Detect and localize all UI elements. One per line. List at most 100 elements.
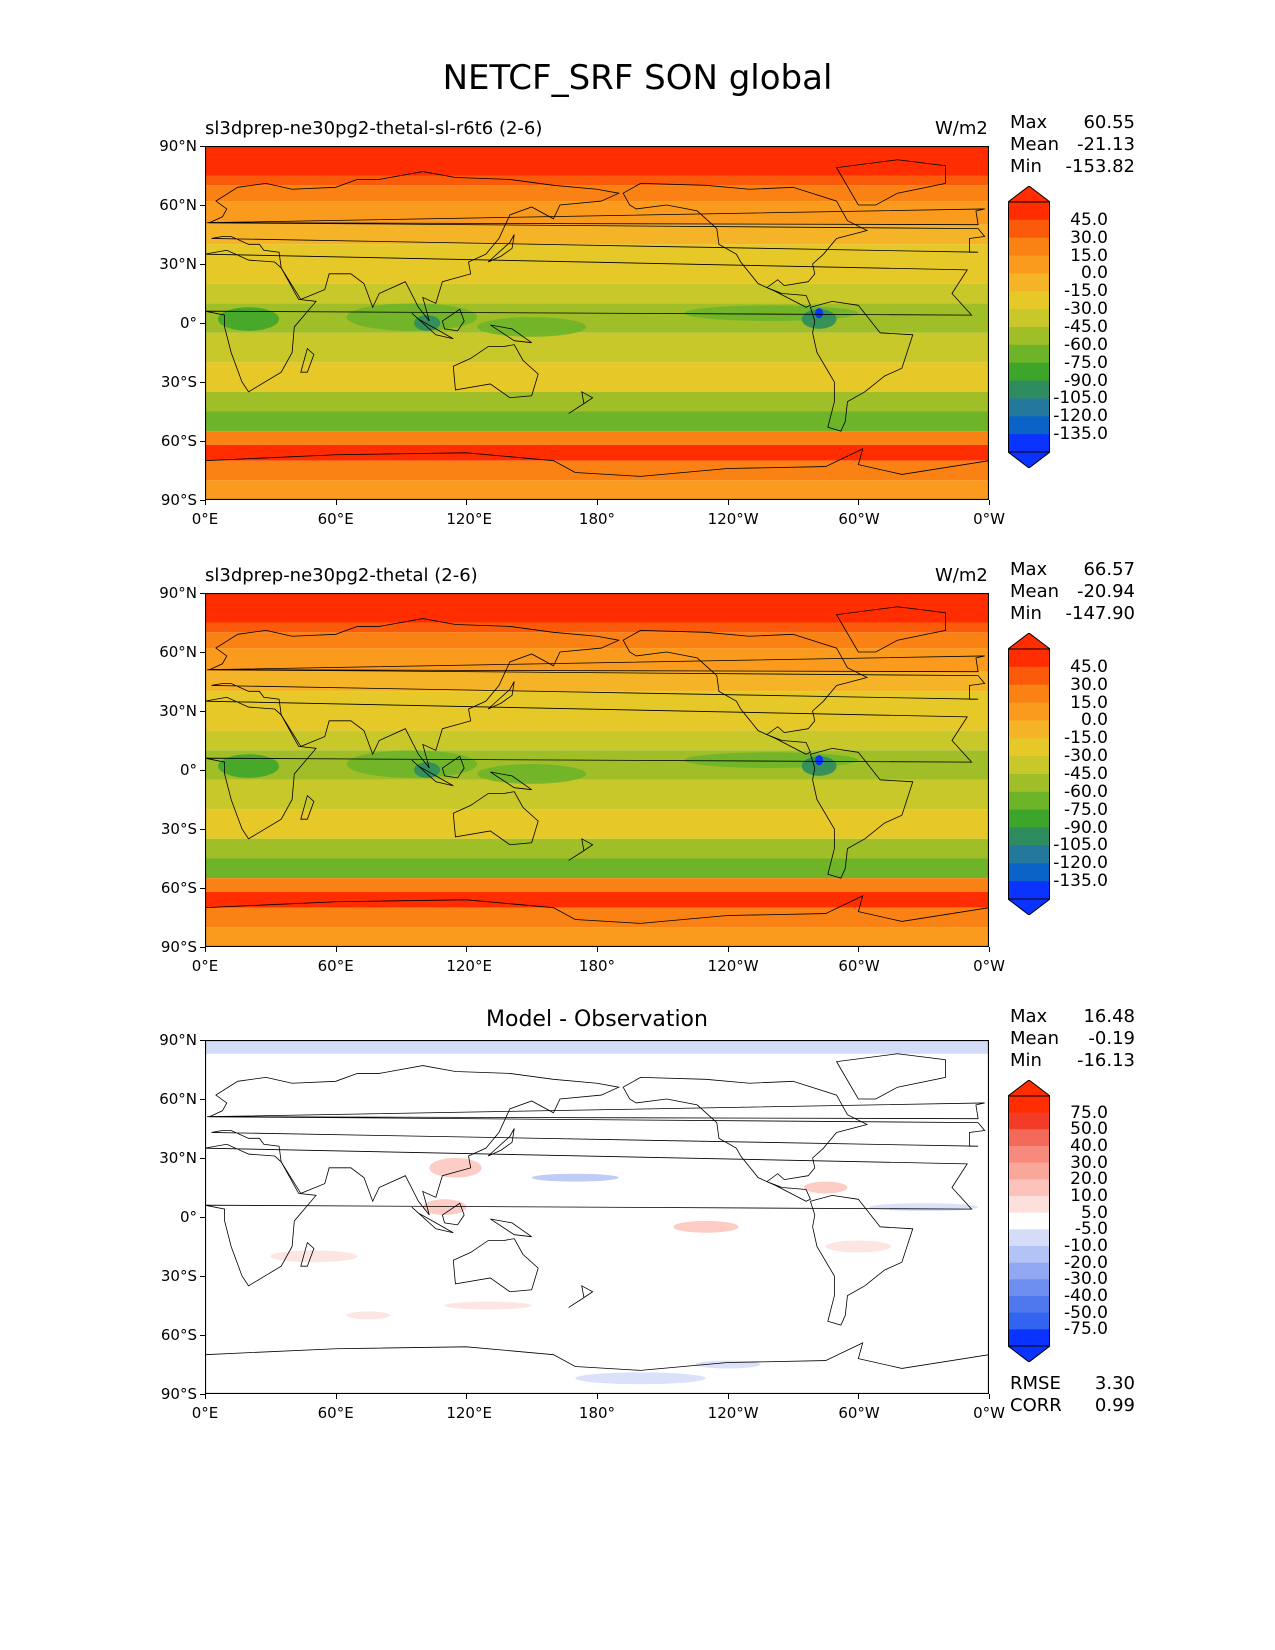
colorbar-segment xyxy=(1008,1112,1050,1130)
stats-box: Max 60.55 Mean -21.13 Min -153.82 xyxy=(1010,112,1135,178)
diff-spot-0 xyxy=(429,1158,482,1178)
x-tick-label: 120°E xyxy=(446,1404,492,1422)
colorbar-level-label: -135.0 xyxy=(1053,871,1108,892)
field-band-11 xyxy=(205,858,989,879)
field-band-10 xyxy=(205,391,989,412)
field-band-5 xyxy=(205,691,989,731)
x-tick-mark xyxy=(989,500,990,505)
x-tick-mark xyxy=(466,1394,468,1399)
colorbar-level-label: -90.0 xyxy=(1064,817,1108,838)
coastline-2 xyxy=(452,1238,539,1293)
colorbar-segment xyxy=(1008,362,1050,382)
coastline-5 xyxy=(835,1053,946,1100)
colorbar-level-label: 30.0 xyxy=(1070,227,1108,248)
colorbar-segment xyxy=(1008,327,1050,346)
field-blob-0 xyxy=(218,754,280,778)
diff-spot-8 xyxy=(531,1173,619,1182)
coastline-10 xyxy=(411,1206,454,1234)
colorbar-level-label: -45.0 xyxy=(1064,317,1108,337)
x-tick-mark xyxy=(727,947,729,952)
coastline-4 xyxy=(809,747,914,879)
colorbar-level-label: -120.0 xyxy=(1053,406,1108,427)
colorbar-segment xyxy=(1008,273,1050,292)
field-band-1 xyxy=(205,622,989,633)
coastline-6 xyxy=(205,1342,989,1394)
y-tick-label: 90°S xyxy=(160,938,197,956)
y-tick-label: 60°S xyxy=(160,879,197,897)
y-tick-mark xyxy=(200,205,205,206)
map-plot xyxy=(205,1040,989,1394)
colorbar-level-label: 40.0 xyxy=(1070,1136,1108,1156)
y-tick-mark xyxy=(200,1158,205,1159)
colorbar-level-label: 15.0 xyxy=(1070,692,1108,713)
field-band-9 xyxy=(205,362,989,392)
colorbar-segment xyxy=(1008,1296,1050,1314)
field-band-1 xyxy=(205,175,989,186)
field-blob-1 xyxy=(346,303,478,331)
field-band-0 xyxy=(205,146,989,176)
colorbar-level-label: -30.0 xyxy=(1064,299,1108,320)
x-tick-label: 60°W xyxy=(838,957,880,975)
x-tick-mark xyxy=(466,947,468,952)
y-tick-label: 90°N xyxy=(159,137,197,155)
panel-title: sl3dprep-ne30pg2-thetal-sl-r6t6 (2-6) xyxy=(205,118,543,139)
x-tick-label: 120°W xyxy=(707,510,759,528)
field-band-9 xyxy=(205,809,989,839)
colorbar-segment xyxy=(1008,1212,1050,1230)
stat-mean: -0.19 xyxy=(1088,1028,1135,1049)
field-blob-2 xyxy=(477,764,587,784)
stat-label-max: Max xyxy=(1010,1006,1048,1027)
field-min-spot xyxy=(815,308,824,319)
units-label: W/m2 xyxy=(935,565,988,586)
stat-label-mean: Mean xyxy=(1010,1028,1060,1049)
colorbar-segment xyxy=(1008,434,1050,453)
coastline-7 xyxy=(300,347,315,373)
colorbar-level-label: -60.0 xyxy=(1064,781,1108,802)
y-tick-label: 30°N xyxy=(159,255,197,273)
map-frame xyxy=(205,593,989,947)
x-tick-label: 120°W xyxy=(707,1404,759,1422)
coastline-3 xyxy=(622,1076,869,1202)
colorbar-frame xyxy=(1008,648,1050,900)
coastline-9 xyxy=(441,308,465,332)
units-label: W/m2 xyxy=(935,118,988,139)
x-tick-mark xyxy=(727,1394,729,1399)
field-blob-5 xyxy=(414,762,441,778)
colorbar-level-label: -40.0 xyxy=(1064,1286,1108,1306)
coastline-9 xyxy=(441,755,465,779)
colorbar-level-label: -75.0 xyxy=(1064,1319,1108,1340)
field-band-12 xyxy=(205,878,989,892)
field-band-13 xyxy=(205,891,989,908)
y-tick-label: 0° xyxy=(179,314,197,332)
stat-min: -16.13 xyxy=(1076,1050,1135,1071)
panel-title: Model - Observation xyxy=(486,1007,708,1032)
coastline-0 xyxy=(205,1143,973,1287)
colorbar-level-label: 15.0 xyxy=(1070,245,1108,266)
corr-label: CORR xyxy=(1010,1395,1062,1416)
x-tick-mark xyxy=(335,500,337,505)
x-tick-label: 0°W xyxy=(973,1404,1005,1422)
colorbar-extend-bottom xyxy=(1008,1345,1050,1362)
stat-label-max: Max xyxy=(1010,559,1048,580)
rmse-value: 3.30 xyxy=(1094,1373,1135,1394)
colorbar-level-label: 5.0 xyxy=(1080,1202,1108,1223)
rmse-label: RMSE xyxy=(1010,1373,1061,1394)
colorbar-segment xyxy=(1008,1129,1050,1147)
colorbar-segment xyxy=(1008,1246,1050,1264)
field-band-7 xyxy=(205,303,989,333)
y-tick-label: 30°S xyxy=(160,1267,197,1285)
coastline-12 xyxy=(568,391,594,414)
corr-value: 0.99 xyxy=(1094,1395,1135,1416)
stat-min: -153.82 xyxy=(1065,156,1135,177)
coastline-12 xyxy=(568,1285,594,1308)
colorbar-segment xyxy=(1008,1279,1050,1297)
diff-spot-11 xyxy=(803,1181,848,1194)
coastline-10 xyxy=(411,312,454,340)
field-band-6 xyxy=(205,730,989,751)
x-tick-label: 120°E xyxy=(446,510,492,528)
y-tick-label: 30°S xyxy=(160,820,197,838)
x-tick-mark xyxy=(727,500,729,505)
coastline-5 xyxy=(835,159,946,206)
colorbar-segment xyxy=(1008,1262,1050,1280)
colorbar-level-label: -60.0 xyxy=(1064,334,1108,355)
